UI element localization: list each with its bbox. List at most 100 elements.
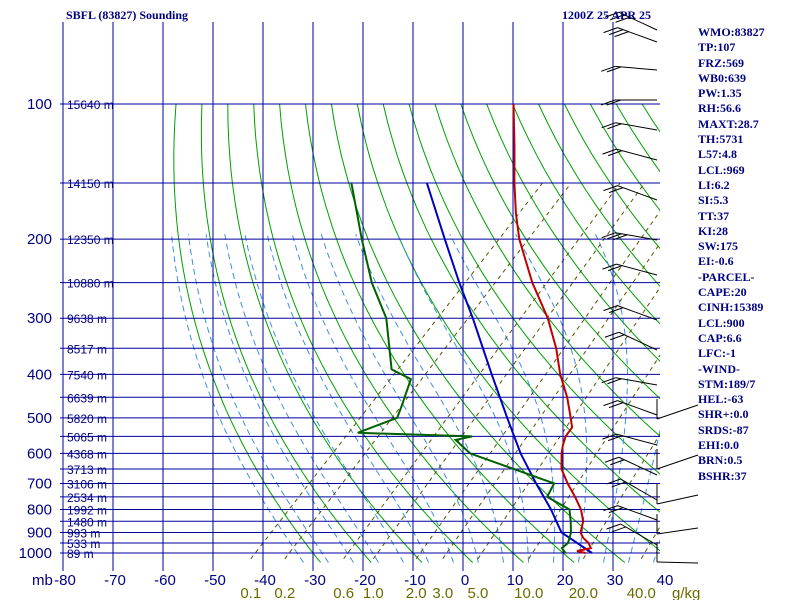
- wind-barb: [602, 263, 658, 276]
- moist-adiabats: [171, 233, 660, 563]
- index-line: SI:5.3: [698, 193, 729, 208]
- height-label: 1480 m: [67, 515, 107, 529]
- index-line: LCL:900: [698, 315, 745, 330]
- wind-barb-flag: [610, 14, 625, 21]
- moist-adiabat: [171, 234, 304, 563]
- wind-barb-flag: [602, 263, 617, 270]
- wind-barb: [606, 523, 658, 546]
- height-label: 5820 m: [67, 412, 107, 426]
- wind-barb-flag: [606, 523, 621, 530]
- wind-barb: [656, 399, 699, 420]
- wind-barb: [656, 542, 699, 564]
- parcel-line: [425, 182, 593, 554]
- moist-adiabat: [320, 234, 479, 563]
- mixing-ratio-label: 1.0: [363, 585, 384, 600]
- wind-barb: [602, 148, 658, 161]
- height-label: 3713 m: [67, 463, 107, 477]
- wind-barbs: [600, 11, 699, 564]
- temperature-tick-label: -80: [54, 572, 76, 589]
- mixing-ratio-label: 40.0: [627, 585, 656, 600]
- index-line: BRN:0.5: [698, 453, 743, 468]
- height-label: 2534 m: [67, 491, 107, 505]
- temperature-tick-label: 10: [507, 572, 524, 589]
- temperature-tick-label: 30: [607, 572, 624, 589]
- wind-barb-flag: [604, 331, 620, 338]
- pressure-label: 500: [27, 410, 52, 427]
- mixing-ratio-line: [284, 182, 572, 560]
- index-line: LI:6.2: [698, 177, 730, 192]
- wind-barb: [604, 11, 658, 31]
- wind-barb-flag: [656, 454, 699, 470]
- x-unit-label: mb: [32, 572, 53, 589]
- wind-barb-flag: [614, 31, 629, 38]
- wind-barb-flag: [608, 307, 624, 314]
- wind-barb: [603, 27, 658, 43]
- wind-barb-flag: [603, 400, 618, 407]
- moist-adiabat: [515, 233, 588, 563]
- pressure-label: 800: [27, 501, 52, 518]
- dry-adiabat: [512, 103, 660, 325]
- dry-adiabat: [279, 103, 524, 563]
- index-line: HEL:-63: [698, 392, 744, 407]
- temperature-trace: [512, 103, 593, 554]
- moist-adiabat: [291, 234, 454, 563]
- temperature-tick-label: -40: [254, 572, 276, 589]
- wind-barb-staff: [617, 400, 658, 416]
- dry-adiabat: [173, 103, 321, 563]
- wind-barb: [602, 433, 658, 446]
- wind-barb-staff: [616, 433, 658, 446]
- wind-barb: [601, 232, 658, 241]
- index-line: WMO:83827: [698, 25, 765, 39]
- wind-barb: [656, 514, 699, 535]
- index-line: TP:107: [698, 40, 736, 55]
- temperature-tick-label: -30: [304, 572, 326, 589]
- moist-adiabat: [628, 428, 660, 563]
- mixing-ratio-line: [528, 354, 660, 560]
- wind-barb-staff: [617, 27, 658, 43]
- index-line: SW:175: [698, 239, 739, 254]
- wind-barb-flag: [613, 234, 628, 241]
- pressure-label: 700: [27, 475, 52, 492]
- index-line: -WIND-: [698, 361, 740, 376]
- index-line: LCL:969: [698, 162, 745, 177]
- wind-barb-staff: [617, 185, 658, 201]
- index-line: CINH:15389: [698, 300, 764, 315]
- mixing-ratio-line: [477, 286, 660, 560]
- pressure-label: 300: [27, 310, 52, 327]
- wind-barb: [600, 99, 657, 106]
- wind-barb-flag: [601, 377, 616, 384]
- wind-barb-flag: [611, 481, 626, 488]
- temperature-tick-label: -20: [354, 572, 376, 589]
- pressure-label: 400: [27, 366, 52, 383]
- mixing-ratio-label: 5.0: [468, 585, 489, 600]
- wind-barb: [606, 478, 658, 501]
- temperature-tick-label: -70: [104, 572, 126, 589]
- pressure-label: 1000: [19, 545, 52, 562]
- wind-barb-staff: [620, 478, 658, 501]
- height-label: 993 m: [67, 526, 100, 540]
- wind-barb: [603, 400, 658, 416]
- dry-adiabat: [434, 103, 660, 437]
- moist-adiabat: [205, 234, 354, 563]
- wind-barb-flag: [656, 527, 699, 535]
- height-label: 5065 m: [67, 430, 107, 444]
- dry-adiabat: [305, 103, 575, 563]
- wind-barb: [656, 484, 699, 505]
- wind-barb-staff: [620, 523, 658, 546]
- moist-adiabat: [397, 234, 529, 563]
- dewpoint-trace: [350, 182, 573, 554]
- station-title: SBFL (83827) Sounding: [66, 8, 189, 22]
- wind-barb-flag: [607, 435, 623, 442]
- mixing-ratio-line: [372, 182, 645, 560]
- dry-adiabat: [460, 103, 660, 400]
- height-labels: 15640 m 14150 m 12350 m 10880 m 9638 m 8517 m…: [67, 98, 114, 561]
- wind-barb-flag: [608, 507, 624, 514]
- wind-barb: [603, 505, 658, 521]
- mixing-ratio-line: [582, 433, 660, 560]
- wind-barb: [601, 122, 658, 131]
- pressure-label: 600: [27, 445, 52, 462]
- dry-adiabats: [173, 103, 660, 563]
- wind-barb-flag: [600, 99, 616, 106]
- wind-barb-flag: [603, 505, 618, 512]
